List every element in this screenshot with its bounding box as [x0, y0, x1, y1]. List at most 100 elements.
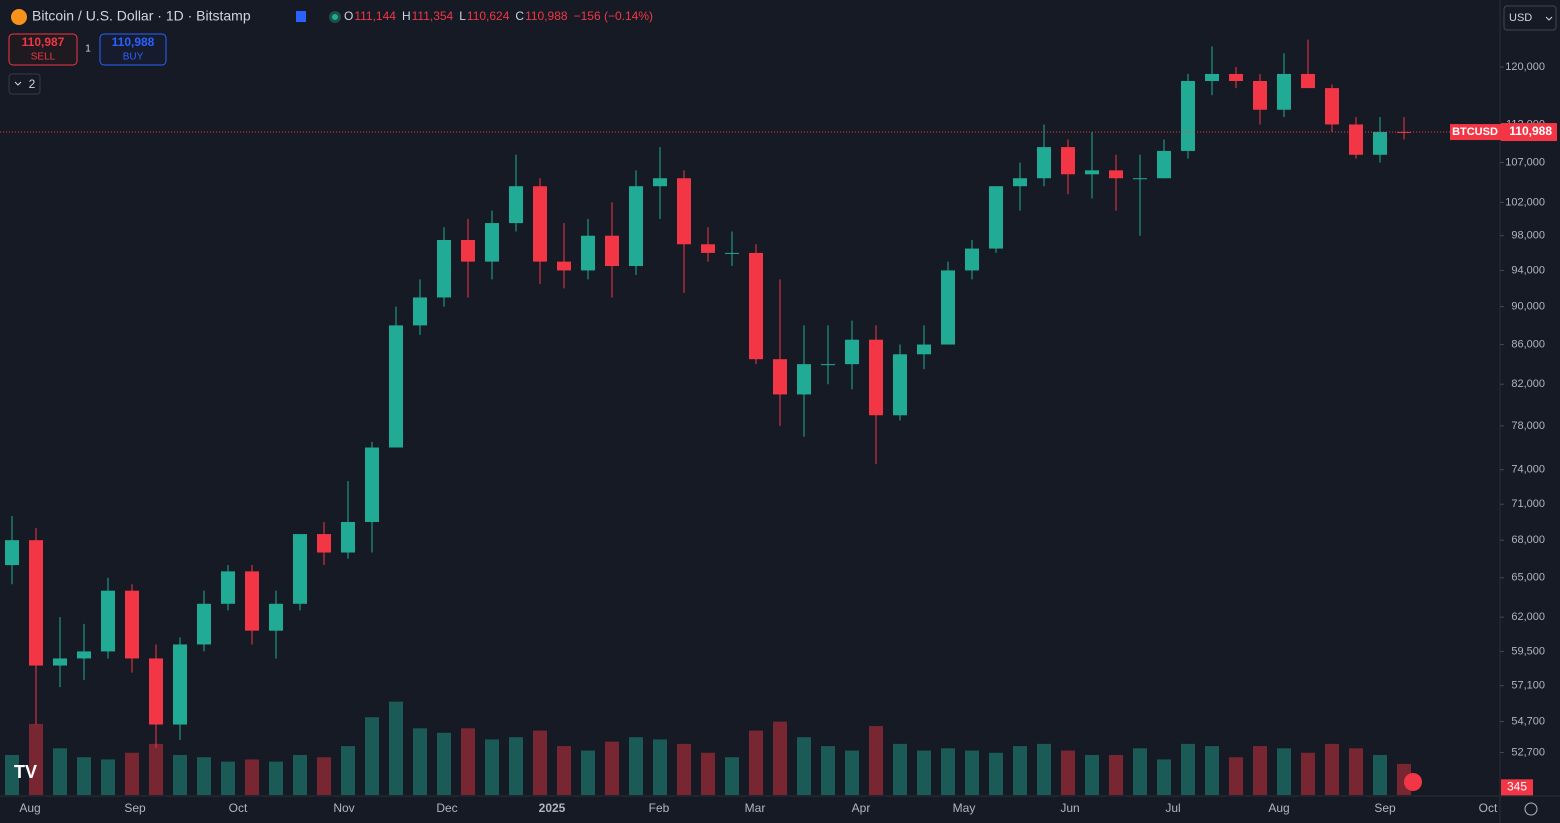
y-tick-label: 59,500 — [1511, 645, 1545, 657]
volume-bar — [1205, 746, 1219, 795]
candle-body — [1325, 88, 1339, 125]
volume-bar — [917, 750, 931, 795]
currency-select[interactable] — [1503, 5, 1557, 31]
volume-bar — [893, 743, 907, 795]
candle-body — [149, 658, 163, 725]
candle-body — [773, 359, 787, 395]
volume-bar — [509, 737, 523, 795]
volume-bar — [1301, 752, 1315, 795]
candle-body — [173, 644, 187, 725]
x-tick-label: Aug — [1268, 801, 1289, 815]
x-tick-label: Sep — [1374, 801, 1396, 815]
price-label: 110,988 — [1509, 124, 1552, 138]
price-tag-bg — [1450, 124, 1501, 141]
ohlc-key: H — [402, 9, 411, 23]
sell-button[interactable] — [8, 33, 78, 66]
y-tick-label: 68,000 — [1511, 534, 1545, 546]
candle-body — [53, 658, 67, 666]
volume-bar — [29, 723, 43, 795]
candle-body — [1373, 131, 1387, 155]
sell-price: 110,987 — [22, 35, 65, 49]
symbol: Bitcoin / U.S. Dollar · 1D · Bitstamp — [32, 8, 251, 24]
ohlc-value: 111,354 — [412, 9, 454, 23]
candle-body — [317, 534, 331, 553]
settings-icon[interactable] — [1524, 802, 1538, 816]
volume-bar — [269, 761, 283, 795]
candle-body — [293, 534, 307, 604]
volume-bar — [485, 739, 499, 795]
candle-body — [1229, 73, 1243, 82]
volume-bar — [1013, 746, 1027, 795]
ohlc-value: 111,144 — [354, 9, 396, 23]
volume-bar — [149, 743, 163, 795]
volume-bar — [845, 750, 859, 795]
y-tick-label: 102,000 — [1505, 196, 1545, 208]
volume-bar — [413, 728, 427, 795]
volume-bar — [437, 732, 451, 795]
candle-body — [677, 178, 691, 245]
candle-body — [1037, 147, 1051, 179]
volume-bar — [605, 741, 619, 795]
candle-body — [1205, 73, 1219, 82]
sell-label: SELL — [31, 52, 56, 63]
volume-bar — [1373, 755, 1387, 795]
volume-bar — [5, 755, 19, 795]
candle-body — [461, 239, 475, 262]
x-tick-label: Oct — [1479, 801, 1498, 815]
candle-body — [725, 252, 739, 254]
indicators-toggle[interactable] — [8, 73, 41, 95]
x-tick-label: Mar — [745, 801, 766, 815]
volume-bar — [125, 752, 139, 795]
candle-body — [893, 354, 907, 416]
volume-bar — [1229, 757, 1243, 795]
candle-body — [845, 339, 859, 365]
candle-body — [869, 339, 883, 416]
volume-bar — [1349, 748, 1363, 795]
volume-bar — [197, 757, 211, 795]
ohlc-key: C — [515, 9, 524, 23]
x-tick-label: Dec — [436, 801, 457, 815]
ohlc: O 111,144 H 111,354 L 110,624 C 110,988 −156 (−0… — [344, 9, 653, 23]
y-tick-label: 82,000 — [1511, 378, 1545, 390]
y-tick-label: 57,100 — [1511, 680, 1545, 692]
candle-body — [221, 571, 235, 604]
candle-body — [1061, 147, 1075, 175]
candle-body — [5, 540, 19, 566]
candle-body — [365, 447, 379, 522]
volume-bar — [173, 755, 187, 795]
x-tick-label: Nov — [333, 801, 354, 815]
candle-body — [581, 235, 595, 271]
btc-icon — [11, 9, 27, 25]
volume-bar — [1181, 743, 1195, 795]
volume-bar — [533, 730, 547, 795]
volume-bar — [629, 737, 643, 795]
price-tag-name: BTCUSD — [1452, 126, 1498, 138]
candle-body — [269, 603, 283, 631]
x-tick-label: Apr — [852, 801, 871, 815]
price-label-bg — [1501, 123, 1557, 142]
buy-label: BUY — [123, 52, 144, 63]
y-tick-label: 120,000 — [1505, 61, 1545, 73]
candle-body — [101, 590, 115, 652]
candle-body — [1133, 178, 1147, 180]
indicators-count: 2 — [29, 77, 36, 91]
event-icon[interactable] — [1404, 773, 1422, 791]
x-tick-label: Jul — [1165, 801, 1180, 815]
volume-bar — [989, 752, 1003, 795]
volume-bar — [317, 757, 331, 795]
candle-body — [1085, 170, 1099, 175]
x-tick-label: May — [953, 801, 976, 815]
volume-bar — [653, 739, 667, 795]
candle-body — [749, 252, 763, 360]
volume-bar — [941, 748, 955, 795]
volume-bar — [557, 746, 571, 795]
volume-bar — [293, 755, 307, 795]
volume-bar — [581, 750, 595, 795]
buy-button[interactable] — [99, 33, 167, 66]
volume-bar — [1061, 750, 1075, 795]
volume-bar — [1277, 748, 1291, 795]
candle-body — [1301, 73, 1315, 89]
candle-body — [77, 651, 91, 659]
volume-bar — [1325, 743, 1339, 795]
candle-body — [941, 270, 955, 345]
